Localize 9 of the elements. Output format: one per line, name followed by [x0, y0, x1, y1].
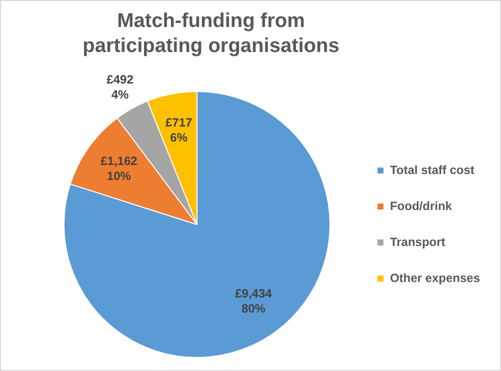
legend-label: Food/drink	[390, 198, 452, 213]
data-label: £1,162 10%	[100, 154, 138, 183]
data-label: £717 6%	[165, 115, 192, 144]
chart-title: Match-funding from participating organisations	[82, 9, 340, 59]
data-label: £9,434 80%	[235, 286, 272, 316]
legend-label: Transport	[390, 234, 446, 249]
data-label: £492 4%	[106, 72, 134, 102]
legend-label: Total staff cost	[390, 162, 474, 177]
legend-label: Other expenses	[390, 270, 480, 285]
